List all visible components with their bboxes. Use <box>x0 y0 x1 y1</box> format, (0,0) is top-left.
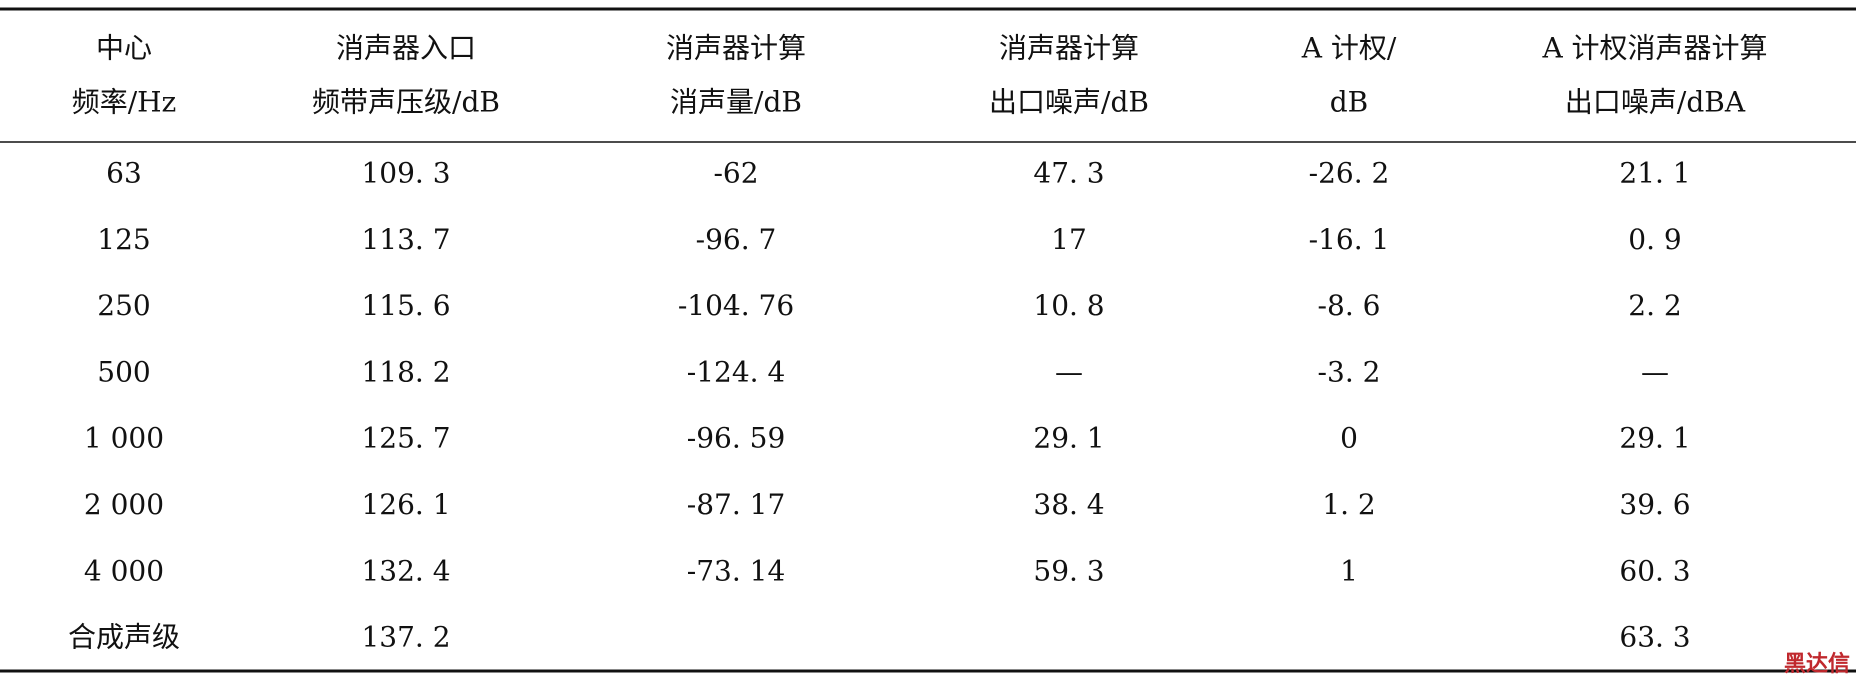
table-cell: 500 <box>97 355 150 388</box>
table-cell: 59. 3 <box>1033 554 1104 587</box>
table-cell: 合成声级 <box>68 621 180 654</box>
table-cell: 38. 4 <box>1033 488 1104 521</box>
table-cell: 2. 2 <box>1628 289 1681 322</box>
table-cell: 29. 1 <box>1033 422 1104 455</box>
table-cell: 21. 1 <box>1619 157 1690 190</box>
header-cell: 频率/Hz <box>72 86 177 119</box>
table-cell: 1. 2 <box>1322 488 1375 521</box>
table-cell: 1 000 <box>84 422 164 455</box>
table-cell: -62 <box>713 157 758 190</box>
table-cell: -96. 59 <box>687 422 786 455</box>
table-cell: 29. 1 <box>1619 422 1690 455</box>
header-cell: 消声量/dB <box>670 86 802 119</box>
table-cell: 60. 3 <box>1619 554 1690 587</box>
header-cell: A 计权/ <box>1301 32 1397 65</box>
table-cell: 0 <box>1340 422 1358 455</box>
table-cell: 115. 6 <box>361 289 450 322</box>
header-cell: 消声器入口 <box>336 32 476 65</box>
table-cell: -8. 6 <box>1318 289 1381 322</box>
header-cell: A 计权消声器计算 <box>1541 32 1767 65</box>
table-cell: 125. 7 <box>361 422 450 455</box>
table-cell: 4 000 <box>84 554 164 587</box>
header-cell: 出口噪声/dBA <box>1565 86 1746 119</box>
table-cell: 109. 3 <box>361 157 450 190</box>
table-cell: 125 <box>97 223 150 256</box>
header-cell: dB <box>1330 86 1369 119</box>
table-cell: 113. 7 <box>361 223 450 256</box>
table-cell: 132. 4 <box>361 554 450 587</box>
table-cell: 1 <box>1340 554 1358 587</box>
table-cell: -96. 7 <box>696 223 777 256</box>
table-cell: -104. 76 <box>678 289 794 322</box>
table-cell: — <box>1055 355 1083 388</box>
table-cell: 47. 3 <box>1033 157 1104 190</box>
table-cell: — <box>1641 355 1669 388</box>
table-cell: -124. 4 <box>687 355 786 388</box>
table-cell: 10. 8 <box>1033 289 1104 322</box>
header-cell: 中心 <box>96 32 152 65</box>
table-cell: -16. 1 <box>1309 223 1390 256</box>
header-cell: 出口噪声/dB <box>989 86 1149 119</box>
table-cell: -73. 14 <box>687 554 786 587</box>
table-cell: 2 000 <box>84 488 164 521</box>
table-cell: 118. 2 <box>361 355 450 388</box>
table-cell: -3. 2 <box>1318 355 1381 388</box>
table-cell: 63. 3 <box>1619 621 1690 654</box>
table-cell: 39. 6 <box>1619 488 1690 521</box>
table-cell: 17 <box>1051 223 1087 256</box>
table-cell: 0. 9 <box>1628 223 1681 256</box>
header-cell: 频带声压级/dB <box>312 86 500 119</box>
table-cell: -87. 17 <box>687 488 786 521</box>
table-cell: -26. 2 <box>1309 157 1390 190</box>
table-cell: 63 <box>106 157 142 190</box>
table-cell: 137. 2 <box>361 621 450 654</box>
header-cell: 消声器计算 <box>999 32 1139 65</box>
watermark: 黑达信 <box>1784 651 1850 677</box>
table-cell: 126. 1 <box>361 488 450 521</box>
header-cell: 消声器计算 <box>666 32 806 65</box>
table-cell: 250 <box>97 289 150 322</box>
